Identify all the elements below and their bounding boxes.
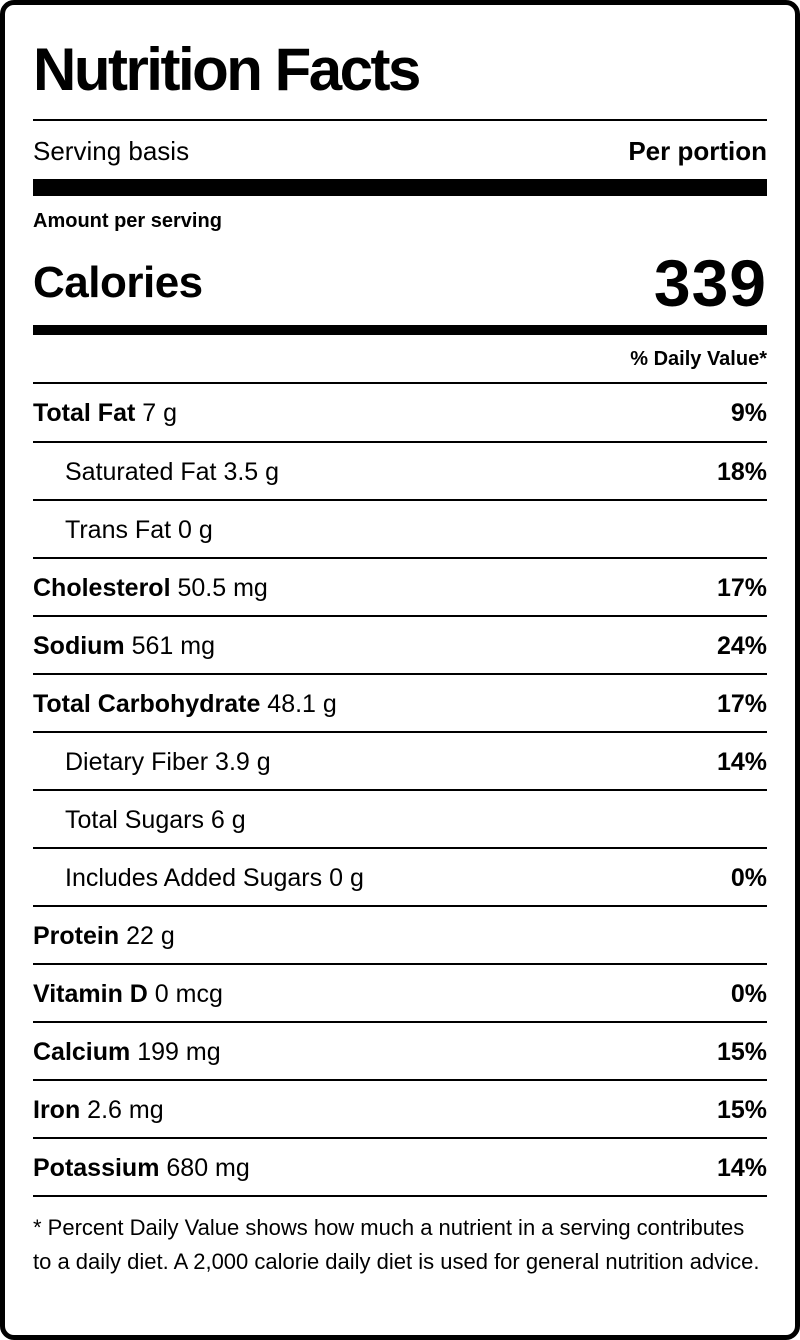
divider [33,731,767,733]
nutrient-row-saturated-fat: Saturated Fat 3.5 g 18% [33,443,767,501]
nutrient-name: Iron [33,1096,81,1124]
nutrient-amount: 2.6 mg [87,1096,164,1124]
nutrient-name: Trans Fat [65,516,172,544]
nutrient-amount: 50.5 mg [177,574,268,602]
nutrient-amount: 7 g [142,399,178,427]
nutrient-row-total-fat: Total Fat 7 g 9% [33,384,767,442]
nutrient-label: Protein 22 g [33,907,175,965]
nutrient-amount: 0 mcg [154,980,223,1008]
nutrient-row-sodium: Sodium 561 mg 24% [33,617,767,675]
nutrient-row-calcium: Calcium 199 mg 15% [33,1023,767,1081]
amount-per-serving: Amount per serving [33,210,222,232]
nutrient-amount: 22 g [126,922,175,950]
per-portion-label: Per portion [628,136,767,166]
nutrient-daily-value: 14% [716,1154,767,1182]
nutrient-row-total-sugars: Total Sugars 6 g [33,791,767,849]
divider [33,847,767,849]
nutrient-name: Calcium [33,1038,131,1066]
calories-value: 339 [653,246,767,320]
nutrient-amount: 0 g [178,516,213,544]
nutrient-name: Protein [33,922,120,950]
nutrient-amount: 199 mg [137,1038,221,1066]
nutrient-daily-value: 0% [730,980,767,1008]
nutrient-name: Sodium [33,632,125,660]
divider [33,499,767,501]
divider [33,673,767,675]
nutrient-amount: 3.9 g [215,748,271,776]
nutrient-name: Includes Added Sugars [65,864,323,892]
nutrient-daily-value: 17% [716,690,767,718]
nutrient-daily-value: 0% [730,864,767,892]
nutrient-label: Saturated Fat 3.5 g [65,443,279,501]
nutrient-amount: 0 g [329,864,364,892]
thick-divider [33,179,767,196]
nutrient-name: Potassium [33,1154,160,1182]
nutrient-label: Vitamin D 0 mcg [33,965,223,1023]
nutrient-label: Total Sugars 6 g [65,791,246,849]
daily-value-header: % Daily Value* [630,348,767,370]
nutrient-name: Saturated Fat [65,458,217,486]
nutrient-amount: 48.1 g [267,690,337,718]
nutrient-amount: 6 g [210,806,246,834]
nutrient-row-dietary-fiber: Dietary Fiber 3.9 g 14% [33,733,767,791]
nutrient-row-potassium: Potassium 680 mg 14% [33,1139,767,1197]
nutrient-label: Potassium 680 mg [33,1139,250,1197]
divider [33,789,767,791]
nutrient-daily-value: 24% [716,632,767,660]
calories-label: Calories [33,258,203,307]
nutrient-daily-value: 15% [716,1038,767,1066]
divider [33,1079,767,1081]
divider [33,1021,767,1023]
divider [33,557,767,559]
divider [33,119,767,121]
nutrient-name: Dietary Fiber [65,748,209,776]
nutrient-daily-value: 18% [716,458,767,486]
divider [33,1195,767,1197]
nutrient-amount: 561 mg [131,632,216,660]
nutrient-amount: 3.5 g [223,458,280,486]
divider [33,1137,767,1139]
nutrient-label: Total Carbohydrate 48.1 g [33,675,337,733]
nutrient-daily-value: 9% [730,399,767,427]
nutrient-label: Cholesterol 50.5 mg [33,559,268,617]
nutrient-name: Cholesterol [33,574,171,602]
divider [33,615,767,617]
nutrient-row-total-carbohydrate: Total Carbohydrate 48.1 g 17% [33,675,767,733]
nutrient-daily-value: 17% [716,574,767,602]
nutrient-row-trans-fat: Trans Fat 0 g [33,501,767,559]
daily-value-footnote: * Percent Daily Value shows how much a n… [33,1215,760,1274]
divider [33,382,767,384]
divider [33,441,767,443]
nutrient-name: Vitamin D [33,980,148,1008]
nutrient-name: Total Fat [33,399,136,427]
nutrient-daily-value: 15% [716,1096,767,1124]
nutrient-label: Calcium 199 mg [33,1023,221,1081]
divider [33,905,767,907]
label-title: Nutrition Facts [33,36,421,103]
nutrient-label: Iron 2.6 mg [33,1081,164,1139]
nutrient-row-protein: Protein 22 g [33,907,767,965]
nutrient-row-added-sugars: Includes Added Sugars 0 g 0% [33,849,767,907]
nutrient-label: Includes Added Sugars 0 g [65,849,364,907]
nutrient-name: Total Sugars [65,806,204,834]
nutrient-label: Total Fat 7 g [33,384,177,442]
serving-basis-label: Serving basis [33,136,190,166]
nutrient-row-iron: Iron 2.6 mg 15% [33,1081,767,1139]
nutrient-daily-value: 14% [716,748,767,776]
nutrient-row-vitamin-d: Vitamin D 0 mcg 0% [33,965,767,1023]
nutrient-amount: 680 mg [166,1154,250,1182]
nutrient-label: Trans Fat 0 g [65,501,213,559]
nutrient-label: Sodium 561 mg [33,617,215,675]
divider [33,963,767,965]
medium-divider [33,325,767,335]
nutrient-name: Total Carbohydrate [33,690,261,718]
nutrient-label: Dietary Fiber 3.9 g [65,733,271,791]
nutrient-row-cholesterol: Cholesterol 50.5 mg 17% [33,559,767,617]
